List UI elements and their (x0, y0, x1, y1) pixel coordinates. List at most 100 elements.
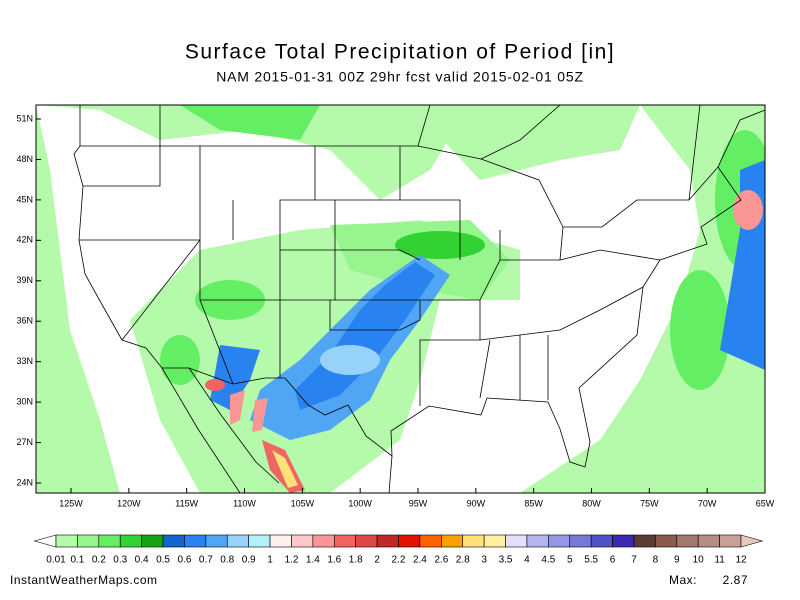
colorbar-label: 9 (674, 555, 680, 566)
lon-label: 75W (640, 498, 659, 508)
lat-label: 42N (16, 235, 33, 245)
lon-label: 90W (467, 498, 486, 508)
colorbar-label: 3 (481, 555, 487, 566)
colorbar-box (676, 534, 699, 548)
colorbar-box (719, 534, 742, 548)
colorbar-box (526, 534, 549, 548)
lon-label: 70W (698, 498, 717, 508)
colorbar-box (376, 534, 399, 548)
colorbar-box (590, 534, 613, 548)
precip-field (36, 105, 765, 493)
colorbar-box (77, 534, 100, 548)
lat-label: 39N (16, 275, 33, 285)
colorbar-end (33, 534, 57, 548)
colorbar-end (740, 534, 764, 548)
lat-label: 45N (16, 194, 33, 204)
colorbar-label: 0.1 (70, 555, 84, 566)
colorbar-label: 4.5 (541, 555, 555, 566)
lon-label: 80W (582, 498, 601, 508)
colorbar-label: 2 (374, 555, 380, 566)
lon-label: 115W (175, 498, 198, 508)
max-value: 2.87 (723, 573, 748, 587)
colorbar-box (612, 534, 635, 548)
colorbar-label: 0.01 (46, 555, 66, 566)
lat-label: 33N (16, 356, 33, 366)
lon-label: 125W (59, 498, 83, 508)
colorbar-label: 0.6 (177, 555, 191, 566)
colorbar-label: 0.7 (199, 555, 213, 566)
colorbar-box (398, 534, 421, 548)
max-label: Max: (669, 573, 697, 587)
colorbar-box (141, 534, 164, 548)
colorbar-label: 0.5 (156, 555, 170, 566)
lon-label: 110W (233, 498, 256, 508)
colorbar-box (184, 534, 207, 548)
colorbar-label: 2.2 (392, 555, 406, 566)
colorbar-label: 4 (524, 555, 530, 566)
colorbar-box (655, 534, 678, 548)
colorbar-box (483, 534, 506, 548)
colorbar-box (205, 534, 228, 548)
colorbar-label: 0.9 (242, 555, 256, 566)
colorbar-box (462, 534, 485, 548)
colorbar-box (312, 534, 335, 548)
lat-label: 27N (16, 437, 33, 447)
colorbar-box (248, 534, 271, 548)
colorbar-box (505, 534, 528, 548)
colorbar-box (162, 534, 185, 548)
colorbar-box (98, 534, 121, 548)
colorbar-box (697, 534, 720, 548)
colorbar-box (333, 534, 356, 548)
lon-label: 100W (348, 498, 372, 508)
lon-label: 105W (291, 498, 315, 508)
colorbar-label: 1.6 (327, 555, 341, 566)
colorbar-box (55, 534, 78, 548)
colorbar-label: 1 (267, 555, 273, 566)
lat-label: 30N (16, 396, 33, 406)
lon-label: 65W (756, 498, 775, 508)
lon-label: 95W (409, 498, 428, 508)
colorbar-label: 0.8 (220, 555, 234, 566)
colorbar-label: 5.5 (584, 555, 598, 566)
colorbar-label: 2.4 (413, 555, 427, 566)
colorbar-label: 2.6 (434, 555, 448, 566)
colorbar-box (291, 534, 314, 548)
colorbar-label: 1.8 (349, 555, 363, 566)
colorbar-box (355, 534, 378, 548)
colorbar-box (569, 534, 592, 548)
colorbar-label: 1.4 (306, 555, 320, 566)
colorbar-label: 3.5 (499, 555, 513, 566)
colorbar-label: 7 (631, 555, 637, 566)
colorbar-label: 5 (567, 555, 573, 566)
colorbar-label: 1.2 (285, 555, 299, 566)
lon-label: 120W (117, 498, 141, 508)
lon-label: 85W (524, 498, 543, 508)
lat-label: 24N (16, 477, 33, 487)
colorbar-box (548, 534, 571, 548)
colorbar-label: 0.4 (135, 555, 149, 566)
colorbar-box (269, 534, 292, 548)
map-frame (35, 104, 766, 494)
colorbar-label: 6 (610, 555, 616, 566)
lat-label: 51N (16, 113, 33, 123)
colorbar-box (226, 534, 249, 548)
colorbar-label: 0.2 (92, 555, 106, 566)
colorbar: 0.01 0.1 0.2 0.3 0.4 0.5 0.6 0.7 0.8 0.9 1 1.2 1.4 1.… (33, 534, 764, 566)
map-axes: 51N 48N 45N 42N 39N 36N 33N 30N 27N 24N 125W 120W 11… (16, 113, 774, 508)
colorbar-box (419, 534, 442, 548)
colorbar-box (633, 534, 656, 548)
title: Surface Total Precipitation of Period [i… (185, 41, 615, 64)
source: InstantWeatherMaps.com (10, 573, 158, 587)
subtitle: NAM 2015-01-31 00Z 29hr fcst valid 2015-… (216, 69, 584, 85)
lat-label: 48N (16, 154, 33, 164)
colorbar-label: 2.8 (456, 555, 470, 566)
colorbar-label: 10 (693, 555, 705, 566)
colorbar-box (441, 534, 464, 548)
lat-label: 36N (16, 316, 33, 326)
colorbar-label: 8 (653, 555, 659, 566)
colorbar-label: 0.3 (113, 555, 127, 566)
colorbar-label: 12 (735, 555, 747, 566)
colorbar-box (119, 534, 142, 548)
colorbar-label: 11 (714, 555, 725, 566)
